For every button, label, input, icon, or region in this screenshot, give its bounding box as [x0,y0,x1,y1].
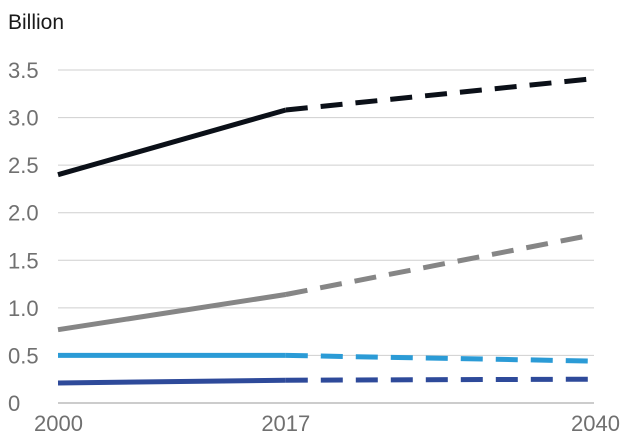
series-3-projection-line [285,352,595,364]
y-unit-label: Billion [8,11,64,34]
y-tick-label: 1.5 [8,248,39,273]
series-1-projection-line [285,76,595,113]
y-tick-label: 2.0 [8,201,39,226]
series-2-projection-line [285,232,595,297]
y-tick-label: 0.5 [8,343,39,368]
x-tick-labels: 2000 2017 2040 [34,411,620,434]
series-lines [57,76,595,386]
x-tick-label: 2000 [34,411,83,434]
y-tick-label: 3.0 [8,106,39,131]
series-4-projection-line [285,376,595,383]
y-tick-labels: 0 0.5 1.0 1.5 2.0 2.5 3.0 3.5 [8,58,39,416]
x-tick-label: 2040 [571,411,620,434]
series-4-historical-line [57,377,286,386]
x-tick-label: 2017 [261,411,310,434]
series-2-historical-line [57,292,287,333]
y-tick-label: 2.5 [8,153,39,178]
series-1-historical-line [57,107,287,178]
y-tick-label: 1.0 [8,296,39,321]
y-tick-label: 0 [8,391,20,416]
y-tick-label: 3.5 [8,58,39,83]
